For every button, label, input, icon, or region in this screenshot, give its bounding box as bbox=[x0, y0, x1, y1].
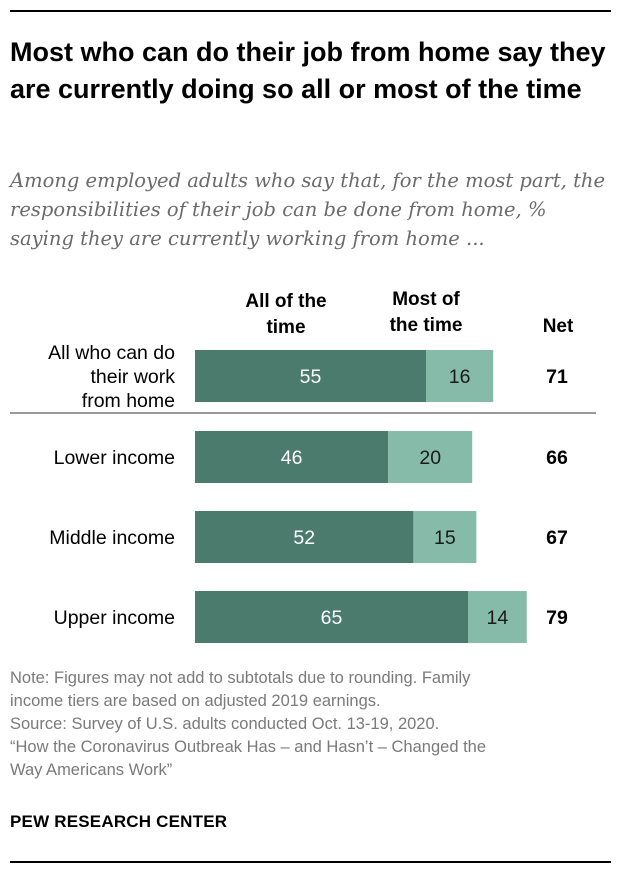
data-label-all-of-the-time: 52 bbox=[293, 527, 315, 549]
report-title-line: “How the Coronavirus Outbreak Has – and … bbox=[10, 738, 487, 756]
bar-all-of-the-time bbox=[195, 431, 389, 483]
series-header-most-of-the-time: Most of the time bbox=[390, 289, 463, 336]
data-label-all-of-the-time: 46 bbox=[281, 447, 303, 469]
source-line: Source: Survey of U.S. adults conducted … bbox=[10, 715, 440, 733]
bar-all-of-the-time bbox=[195, 511, 414, 563]
note-line: Note: Figures may not add to subtotals d… bbox=[10, 669, 471, 687]
data-label-most-of-the-time: 20 bbox=[419, 447, 441, 469]
data-label-all-of-the-time: 55 bbox=[300, 366, 322, 388]
data-label-most-of-the-time: 15 bbox=[434, 527, 456, 549]
chart-notes: Note: Figures may not add to subtotals d… bbox=[10, 667, 610, 782]
category-label: All who can do their work from home bbox=[48, 342, 175, 412]
net-value: 71 bbox=[546, 366, 568, 388]
chart-title: Most who can do their job from home say … bbox=[10, 37, 606, 104]
category-label: Middle income bbox=[49, 527, 175, 549]
bar-most-of-the-time bbox=[468, 591, 527, 643]
stacked-bar-chart: All of the time Most of the time Net All who … bbox=[10, 289, 596, 643]
net-header: Net bbox=[543, 316, 574, 337]
chart-subtitle: Among employed adults who say that, for … bbox=[10, 169, 605, 250]
top-rule bbox=[10, 10, 611, 12]
source-organization: PEW RESEARCH CENTER bbox=[10, 812, 228, 831]
series-header-all-of-the-time: All of the time bbox=[245, 291, 326, 338]
category-label: Lower income bbox=[54, 447, 175, 469]
net-value: 67 bbox=[546, 527, 568, 549]
bar-most-of-the-time bbox=[388, 431, 473, 483]
bar-most-of-the-time bbox=[426, 350, 494, 402]
data-label-most-of-the-time: 14 bbox=[487, 607, 509, 629]
data-label-all-of-the-time: 65 bbox=[321, 607, 343, 629]
data-label-most-of-the-time: 16 bbox=[449, 366, 471, 388]
category-label: Upper income bbox=[54, 607, 175, 629]
bar-all-of-the-time bbox=[195, 591, 468, 643]
net-value: 66 bbox=[546, 447, 568, 469]
report-title-line: Way Americans Work” bbox=[10, 761, 173, 779]
bottom-rule bbox=[10, 861, 611, 863]
net-value: 79 bbox=[546, 607, 568, 629]
bar-most-of-the-time bbox=[413, 511, 477, 563]
note-line: income tiers are based on adjusted 2019 … bbox=[10, 692, 381, 710]
bar-all-of-the-time bbox=[195, 350, 426, 402]
